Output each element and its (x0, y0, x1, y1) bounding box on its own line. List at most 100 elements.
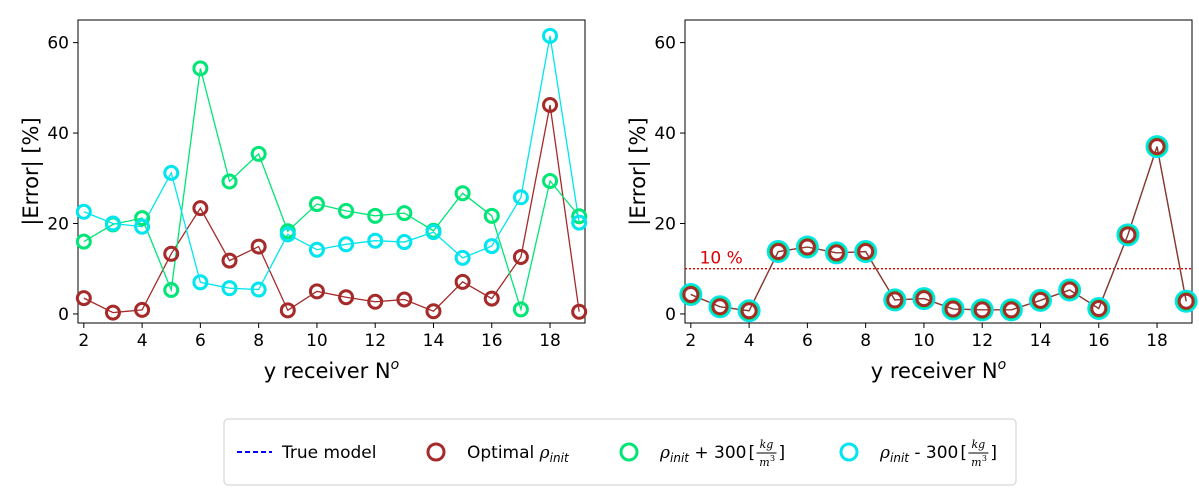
x-axis-label-sup: o (998, 357, 1007, 373)
data-point-minus (454, 249, 471, 266)
x-tick-label: 8 (860, 331, 871, 351)
data-point-minus (825, 241, 849, 265)
y-tick-label: 0 (58, 305, 69, 325)
data-point-minus (1145, 135, 1169, 159)
data-point-minus (854, 240, 878, 264)
data-point-optimal (857, 243, 875, 261)
series-line-optimal (690, 146, 1187, 312)
y-tick-label: 60 (654, 34, 676, 54)
x-tick-label: 16 (1088, 331, 1110, 351)
legend-math: ρ (659, 443, 670, 463)
data-point-minus (795, 235, 819, 259)
data-point-plus (367, 207, 384, 224)
y-tick-label: 40 (47, 124, 69, 144)
data-point-optimal (769, 243, 787, 261)
legend-bracket-open: [ (960, 443, 967, 463)
data-point-minus (163, 164, 180, 181)
x-tick-label: 6 (195, 331, 206, 351)
data-point-minus (883, 288, 907, 312)
data-point-optimal (454, 273, 471, 290)
threshold-label: 10 % (700, 249, 743, 269)
x-axis-label-sup: o (391, 357, 400, 373)
data-point-minus (250, 281, 267, 298)
legend-unit-numerator: kg (760, 438, 774, 451)
data-point-minus (708, 295, 732, 319)
legend-label-minus: ρinit - 300 (879, 443, 958, 465)
plot-frame (684, 19, 1193, 324)
legend: True model Optimal ρinit ρinit + 300 [kgm… (223, 418, 1017, 486)
data-point-optimal (396, 291, 413, 308)
data-point-plus (308, 196, 325, 213)
data-point-plus (75, 233, 92, 250)
data-point-minus (999, 298, 1023, 322)
data-point-minus (542, 27, 559, 44)
data-point-minus (679, 283, 703, 307)
data-point-minus (308, 241, 325, 258)
y-tick-label: 0 (665, 305, 676, 325)
data-point-optimal (1119, 226, 1137, 244)
x-axis-label: y receiver No (264, 357, 399, 383)
data-point-minus (104, 215, 121, 232)
x-axis-label-main: y receiver N (264, 359, 391, 383)
data-point-plus (542, 172, 559, 189)
legend-marker-plus (619, 442, 639, 462)
data-point-optimal (1148, 138, 1166, 156)
data-point-minus (483, 238, 500, 255)
data-point-minus (1087, 297, 1111, 321)
series-line-plus (83, 68, 580, 312)
data-point-optimal (711, 298, 729, 316)
data-point-optimal (1090, 300, 1108, 318)
x-tick-label: 8 (253, 331, 264, 351)
data-point-minus (192, 274, 209, 291)
data-point-minus (134, 218, 151, 235)
legend-math: ρ (539, 443, 550, 463)
x-tick-label: 14 (1030, 331, 1052, 351)
legend-suffix: - 300 (909, 443, 958, 463)
data-point-plus (221, 173, 238, 190)
legend-unit-denominator: m (759, 456, 769, 469)
x-tick-label: 12 (971, 331, 993, 351)
data-point-optimal (682, 286, 700, 304)
data-point-minus (941, 297, 965, 321)
legend-unit-numerator: kg (972, 438, 986, 451)
data-point-minus (221, 280, 238, 297)
data-point-optimal (221, 252, 238, 269)
x-tick-label: 16 (481, 331, 503, 351)
data-point-minus (571, 214, 588, 231)
data-point-optimal (134, 301, 151, 318)
right-chart: 2 4 6 8 10 12 14 16 18 0 20 40 60 y receiver No |Error… (626, 19, 1198, 383)
data-point-optimal (1002, 301, 1020, 319)
series-line-optimal (83, 104, 580, 314)
legend-math: ρ (879, 443, 890, 463)
data-point-optimal (75, 290, 92, 307)
x-axis-label: y receiver No (871, 357, 1006, 383)
legend-text: True model (281, 443, 376, 463)
data-point-minus (279, 226, 296, 243)
x-tick-label: 10 (306, 331, 328, 351)
left-chart: 2 4 6 8 10 12 14 16 18 0 20 40 60 y receiver No |Error… (19, 19, 588, 383)
legend-unit-denominator: m (971, 456, 981, 469)
x-axis-label-main: y receiver N (871, 359, 998, 383)
series-line-minus (83, 35, 580, 291)
data-point-plus (250, 145, 267, 162)
x-tick-label: 18 (1146, 331, 1168, 351)
data-point-optimal (828, 244, 846, 262)
data-point-optimal (944, 300, 962, 318)
data-point-minus (1028, 288, 1052, 312)
data-point-minus (737, 299, 761, 323)
data-point-plus (454, 185, 471, 202)
data-point-optimal (1031, 291, 1049, 309)
x-tick-label: 2 (685, 331, 696, 351)
plot-frame (77, 19, 586, 324)
x-tick-label: 4 (744, 331, 755, 351)
data-point-minus (766, 240, 790, 264)
data-point-minus (1174, 289, 1198, 313)
y-tick-label: 40 (654, 124, 676, 144)
data-point-minus (912, 287, 936, 311)
x-tick-label: 14 (423, 331, 445, 351)
data-point-plus (134, 210, 151, 227)
legend-subscript: init (670, 451, 690, 465)
x-tick-label: 12 (364, 331, 386, 351)
data-point-plus (192, 60, 209, 77)
legend-unit-denominator-sup: 3 (770, 454, 775, 463)
